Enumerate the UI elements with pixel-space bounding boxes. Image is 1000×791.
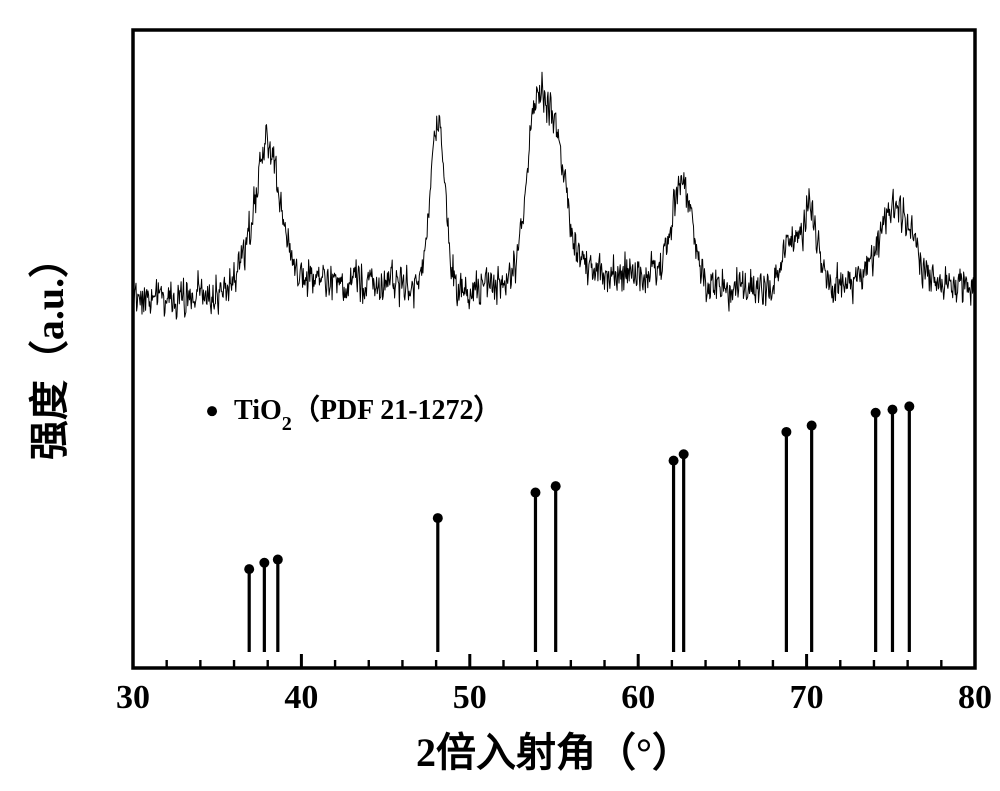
svg-text:强度（a.u.）: 强度（a.u.）	[27, 238, 72, 460]
xrd-chart: 3040506070802倍入射角（°）强度（a.u.）TiO2（PDF 21-…	[0, 0, 1000, 791]
svg-text:40: 40	[284, 679, 318, 716]
svg-text:60: 60	[621, 679, 655, 716]
svg-text:2倍入射角（°）: 2倍入射角（°）	[416, 730, 692, 775]
svg-text:30: 30	[116, 679, 150, 716]
svg-text:70: 70	[790, 679, 824, 716]
svg-text:50: 50	[453, 679, 487, 716]
svg-text:80: 80	[958, 679, 992, 716]
